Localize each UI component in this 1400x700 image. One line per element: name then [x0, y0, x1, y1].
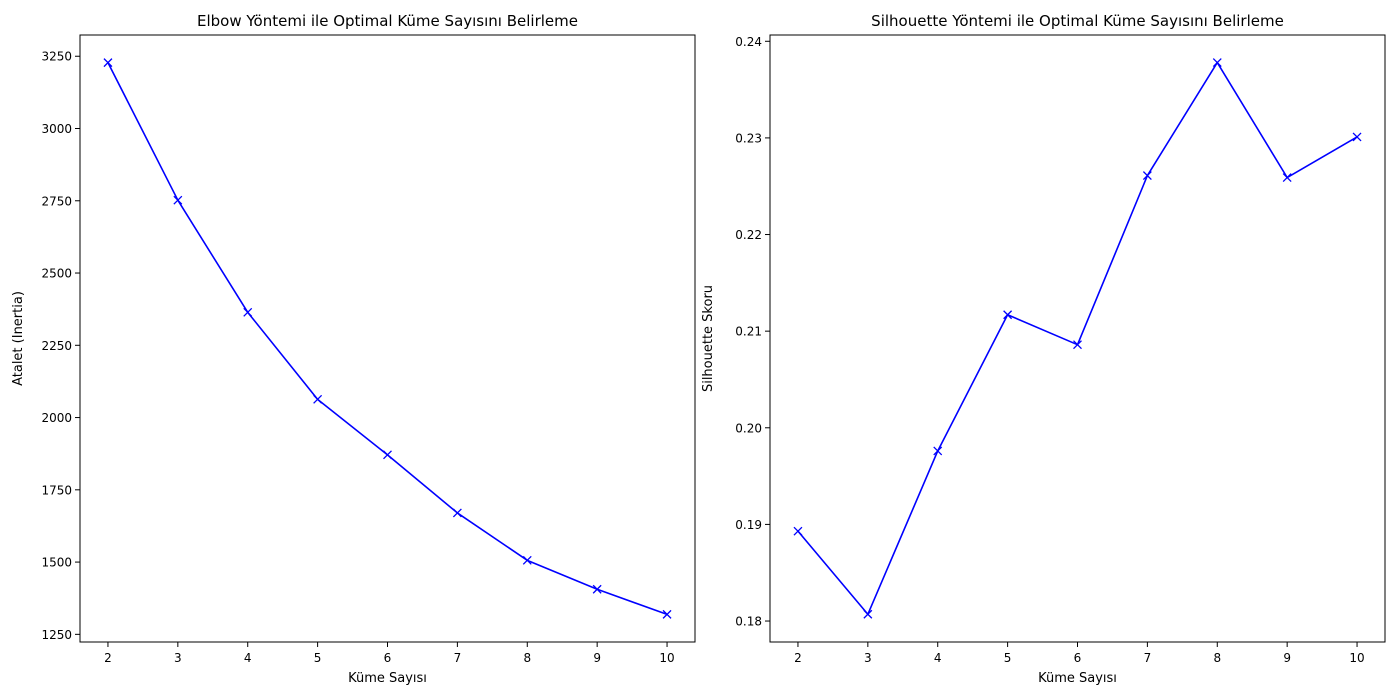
- silhouette-chart-title: Silhouette Yöntemi ile Optimal Küme Sayı…: [871, 12, 1284, 30]
- silhouette-y-tick-label: 0.19: [735, 518, 762, 532]
- silhouette-x-tick-label: 5: [1004, 651, 1012, 665]
- elbow-y-tick-label: 2750: [41, 194, 72, 208]
- elbow-data-point: [452, 508, 462, 518]
- silhouette-x-tick-label: 8: [1213, 651, 1221, 665]
- elbow-y-tick-label: 2250: [41, 339, 72, 353]
- elbow-data-point: [383, 450, 392, 460]
- elbow-x-tick-label: 8: [523, 651, 531, 665]
- elbow-chart: Elbow Yöntemi ile Optimal Küme Sayısını …: [11, 12, 696, 686]
- silhouette-x-tick-label: 2: [794, 651, 802, 665]
- silhouette-data-point: [1003, 310, 1013, 320]
- silhouette-x-tick-label: 9: [1283, 651, 1291, 665]
- elbow-chart-title: Elbow Yöntemi ile Optimal Küme Sayısını …: [197, 12, 578, 30]
- silhouette-x-tick-label: 6: [1074, 651, 1082, 665]
- elbow-y-tick-label: 1750: [41, 483, 72, 497]
- elbow-y-tick-label: 1500: [41, 556, 72, 570]
- silhouette-data-point: [1142, 171, 1152, 181]
- silhouette-data-point: [793, 526, 803, 536]
- silhouette-x-tick-label: 3: [864, 651, 872, 665]
- elbow-y-tick-label: 3000: [41, 122, 72, 136]
- elbow-x-tick-label: 5: [314, 651, 322, 665]
- silhouette-data-point: [1352, 132, 1362, 142]
- elbow-x-tick-label: 3: [174, 651, 182, 665]
- silhouette-chart: Silhouette Yöntemi ile Optimal Küme Sayı…: [701, 12, 1386, 686]
- elbow-y-tick-label: 1250: [41, 628, 72, 642]
- silhouette-x-tick-label: 4: [934, 651, 942, 665]
- silhouette-y-tick-label: 0.23: [735, 131, 762, 145]
- elbow-x-tick-label: 10: [659, 651, 674, 665]
- silhouette-y-tick-label: 0.20: [735, 421, 762, 435]
- silhouette-data-point: [863, 609, 873, 619]
- silhouette-data-point: [1212, 58, 1222, 67]
- silhouette-y-tick-label: 0.22: [735, 228, 762, 242]
- elbow-data-point: [103, 58, 113, 68]
- elbow-data-point: [522, 555, 532, 565]
- elbow-x-tick-label: 7: [454, 651, 462, 665]
- silhouette-data-point: [1282, 173, 1292, 182]
- elbow-data-point: [592, 584, 602, 594]
- elbow-x-tick-label: 9: [593, 651, 601, 665]
- elbow-y-tick-label: 3250: [41, 50, 72, 64]
- elbow-data-point: [662, 609, 672, 619]
- silhouette-y-axis-label: Silhouette Skoru: [701, 285, 716, 392]
- elbow-data-point: [313, 394, 323, 404]
- elbow-y-tick-label: 2000: [41, 411, 72, 425]
- elbow-y-axis-label: Atalet (Inertia): [11, 291, 26, 386]
- elbow-x-tick-label: 2: [104, 651, 112, 665]
- elbow-data-point: [173, 195, 183, 205]
- silhouette-x-axis-label: Küme Sayısı: [1038, 671, 1117, 686]
- silhouette-x-tick-label: 10: [1349, 651, 1364, 665]
- elbow-x-axis-label: Küme Sayısı: [348, 671, 427, 686]
- elbow-y-tick-label: 2500: [41, 267, 72, 281]
- elbow-x-tick-label: 6: [384, 651, 392, 665]
- silhouette-x-tick-label: 7: [1144, 651, 1152, 665]
- elbow-data-point: [243, 307, 253, 317]
- silhouette-y-tick-label: 0.18: [735, 615, 762, 629]
- silhouette-y-tick-label: 0.21: [735, 325, 762, 339]
- silhouette-data-point: [1073, 340, 1082, 350]
- silhouette-y-tick-label: 0.24: [735, 35, 762, 49]
- silhouette-data-point: [933, 446, 943, 456]
- elbow-x-tick-label: 4: [244, 651, 252, 665]
